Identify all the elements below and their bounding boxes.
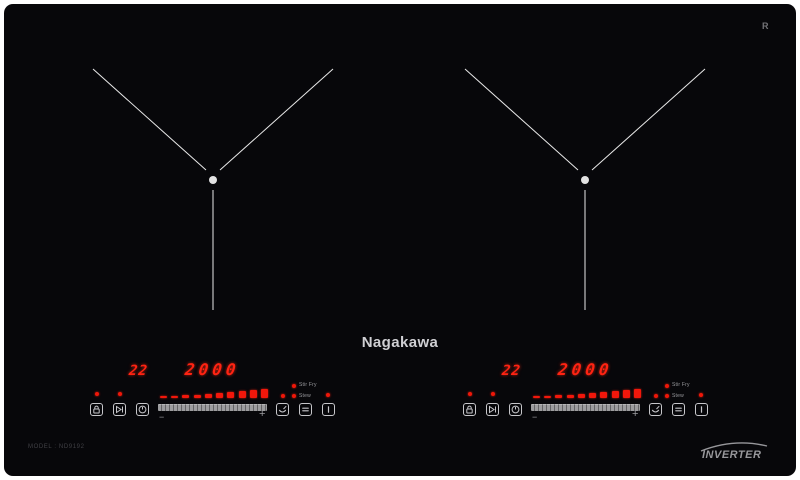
certification-mark: R (762, 21, 769, 31)
timer-button[interactable] (509, 403, 522, 416)
timer-button[interactable] (136, 403, 149, 416)
slider-minus-label: − (159, 412, 165, 422)
left-burner-marker (92, 68, 334, 310)
booster-indicator (118, 392, 122, 396)
slider-plus-label: + (259, 408, 266, 420)
left-control-panel: 22 2000 − + Stir Fry Stew (85, 358, 341, 426)
booster-button[interactable] (113, 403, 126, 416)
brand-logo: Nagakawa (361, 334, 439, 351)
pan-mode-button[interactable] (649, 403, 662, 416)
lock-icon (465, 405, 474, 414)
double-line-icon (301, 405, 310, 414)
child-lock-indicator (95, 392, 99, 396)
double-line-icon (674, 405, 683, 414)
timer-display: 22 (501, 363, 522, 379)
slider-minus-label: − (532, 412, 538, 422)
model-label: MODEL : ND9192 (28, 444, 85, 450)
stew-label: Stew (299, 393, 311, 399)
keep-warm-button[interactable] (299, 403, 312, 416)
stew-label: Stew (672, 393, 684, 399)
inverter-swoosh (700, 442, 768, 452)
child-lock-indicator (468, 392, 472, 396)
booster-icon (488, 405, 497, 414)
stir-fry-indicator (665, 384, 669, 388)
child-lock-button[interactable] (463, 403, 476, 416)
power-slider[interactable] (158, 404, 267, 411)
timer-display: 22 (128, 363, 149, 379)
power-display: 2000 (556, 360, 614, 379)
inverter-logo: INVERTER (696, 437, 772, 463)
burner-zone-markings (92, 68, 706, 310)
stir-fry-label: Stir Fry (299, 382, 317, 388)
power-slider[interactable] (531, 404, 640, 411)
power-level-bars (160, 388, 268, 398)
child-lock-button[interactable] (90, 403, 103, 416)
stir-fry-label: Stir Fry (672, 382, 690, 388)
power-icon (324, 405, 333, 414)
stew-indicator (665, 394, 669, 398)
pan-mode-indicator (281, 394, 285, 398)
pan-mode-indicator (654, 394, 658, 398)
cooktop-surface: Nagakawa R 22 2000 − + Stir Fry Stew (4, 4, 796, 476)
right-control-panel: 22 2000 − + Stir Fry Stew (458, 358, 714, 426)
pan-icon (278, 405, 287, 414)
pan-icon (651, 405, 660, 414)
power-icon (697, 405, 706, 414)
power-button[interactable] (695, 403, 708, 416)
clock-icon (511, 405, 520, 414)
stew-indicator (292, 394, 296, 398)
lock-icon (92, 405, 101, 414)
right-burner-marker (464, 68, 706, 310)
power-button[interactable] (322, 403, 335, 416)
keep-warm-button[interactable] (672, 403, 685, 416)
clock-icon (138, 405, 147, 414)
slider-plus-label: + (632, 408, 639, 420)
power-level-bars (533, 388, 641, 398)
power-display: 2000 (183, 360, 241, 379)
booster-icon (115, 405, 124, 414)
power-indicator (326, 393, 330, 397)
pan-mode-button[interactable] (276, 403, 289, 416)
booster-button[interactable] (486, 403, 499, 416)
stir-fry-indicator (292, 384, 296, 388)
booster-indicator (491, 392, 495, 396)
inverter-text: INVERTER (702, 449, 761, 461)
power-indicator (699, 393, 703, 397)
